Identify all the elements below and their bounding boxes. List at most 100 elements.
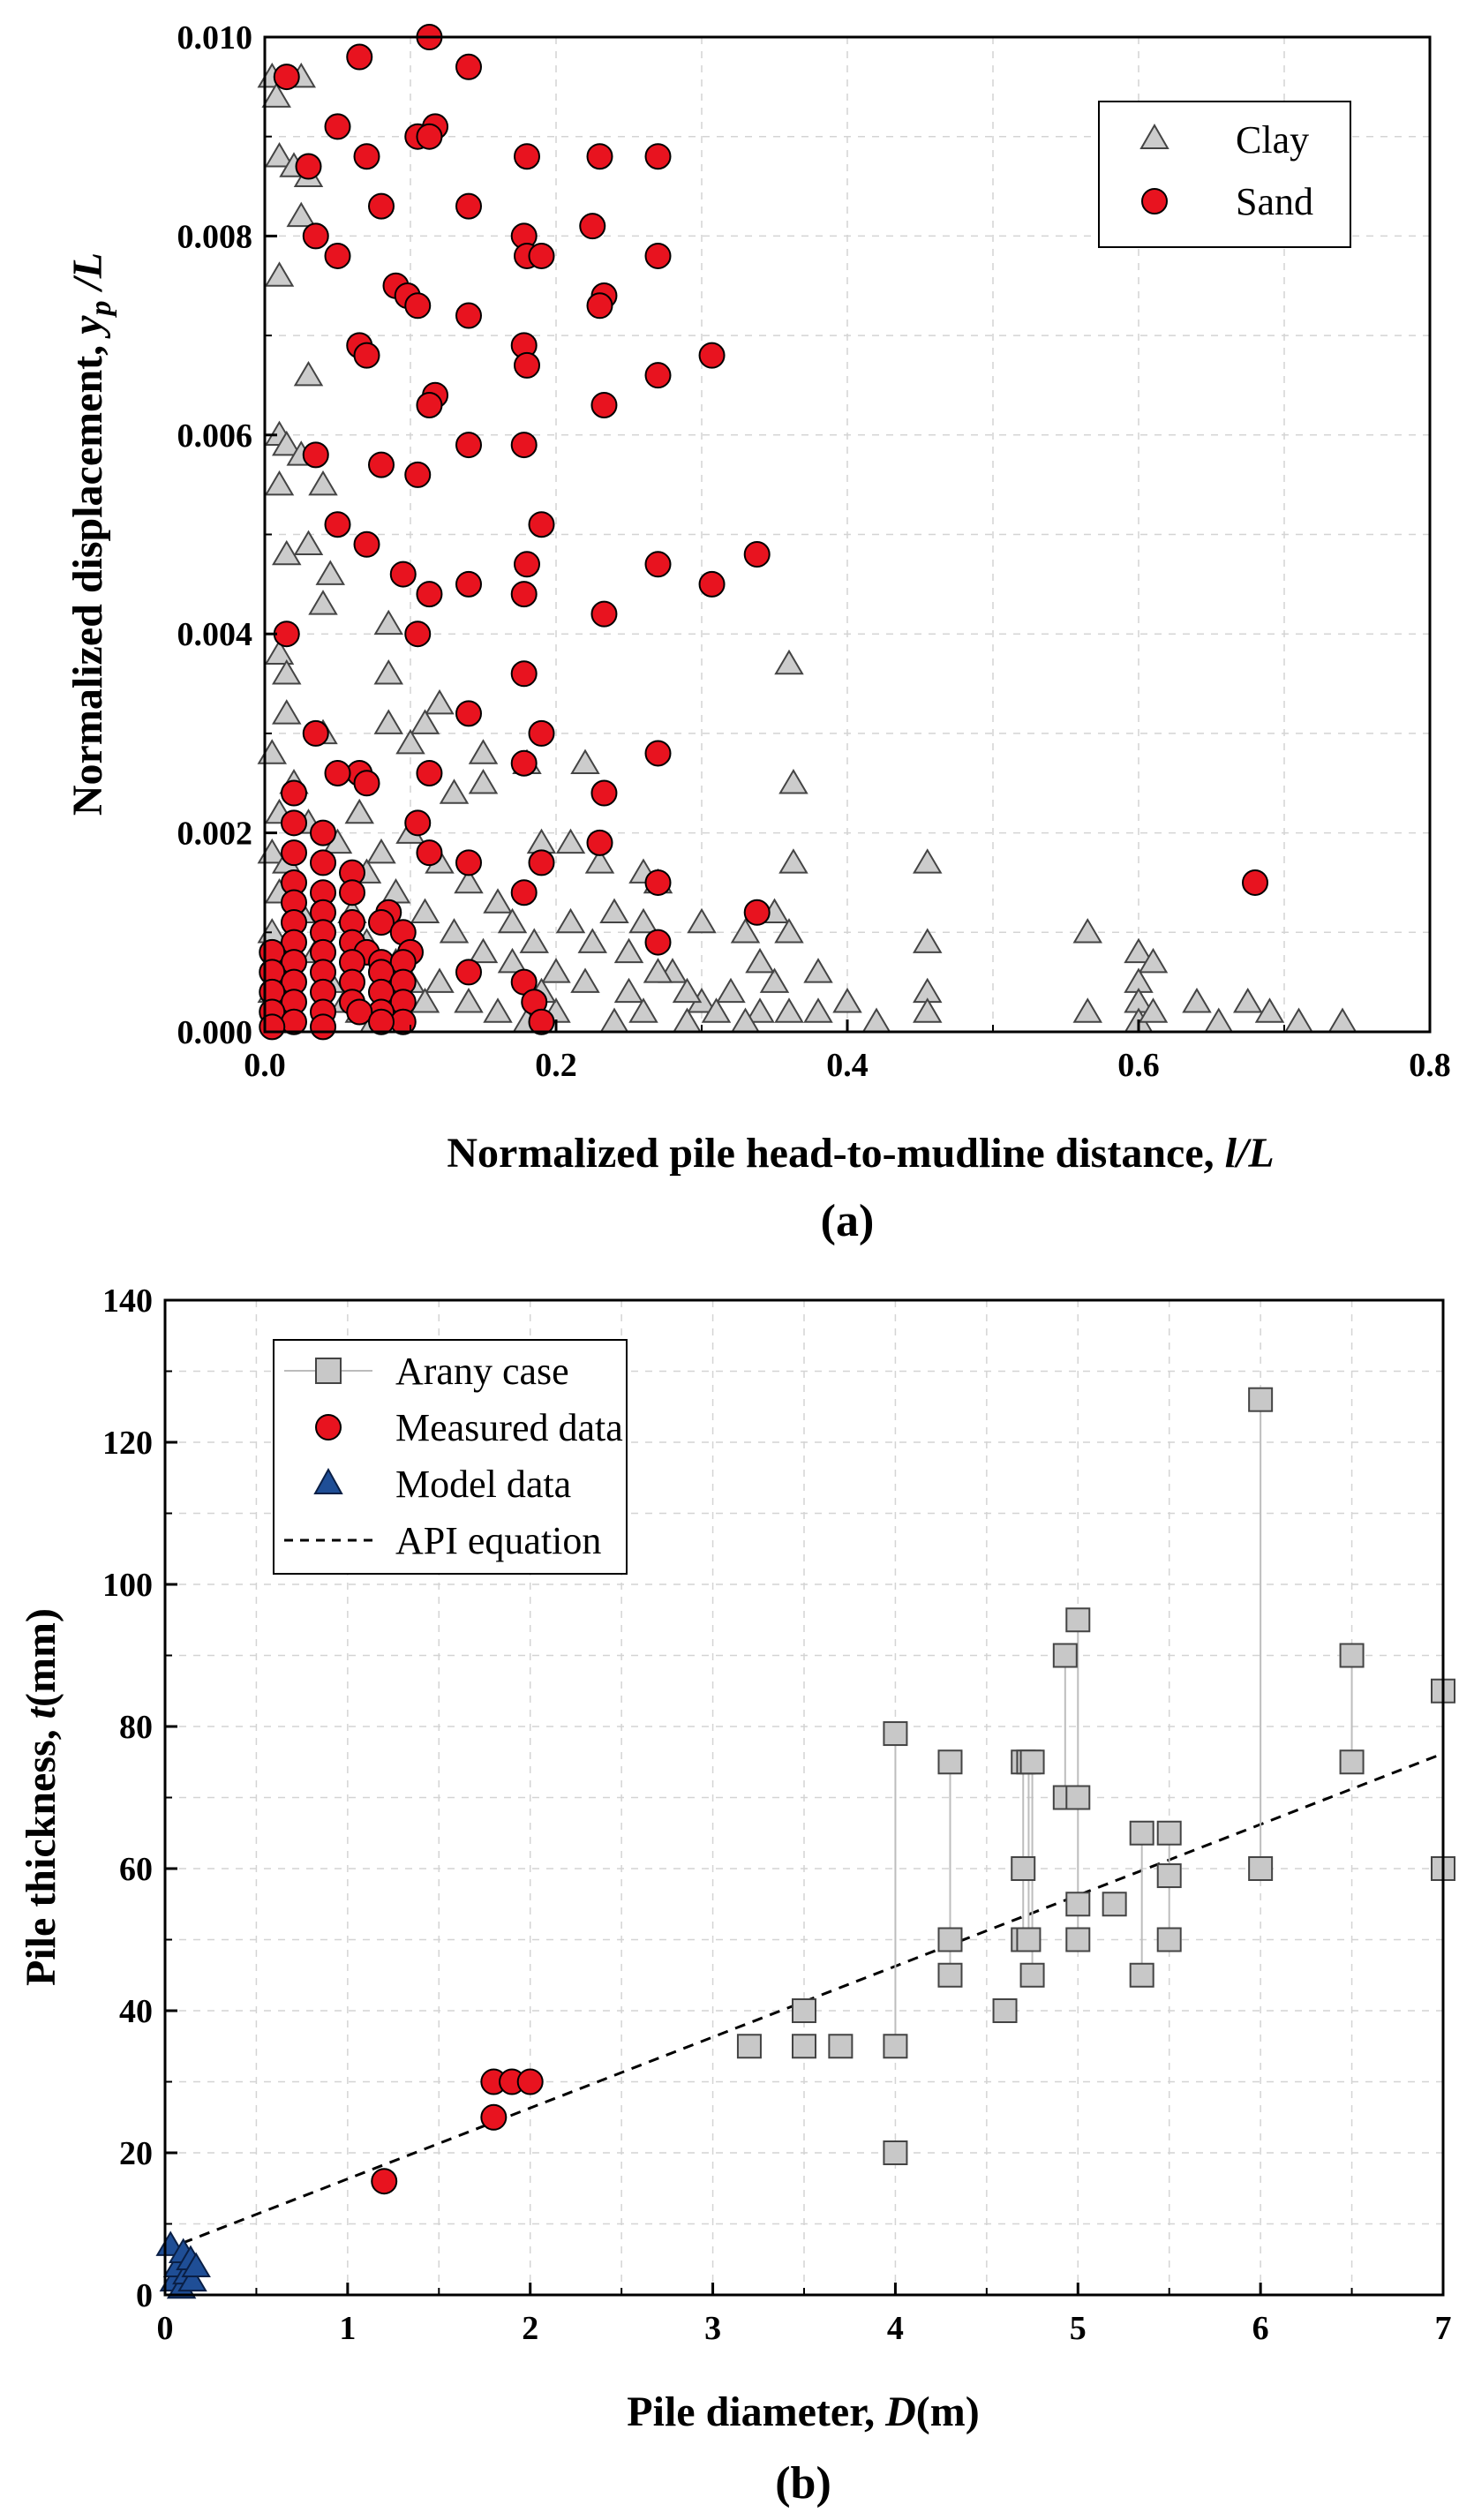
y-tick-label: 40 xyxy=(119,1993,153,2030)
clay-point xyxy=(439,779,470,804)
clay-point xyxy=(425,967,455,993)
sand-point xyxy=(455,302,482,329)
sand-point xyxy=(644,242,672,269)
sand-point xyxy=(310,1013,336,1041)
arany-point xyxy=(1019,1962,1045,1988)
x-tick-label: 0 xyxy=(157,2310,174,2347)
y-tick-label: 60 xyxy=(119,1851,153,1888)
sand-point xyxy=(353,770,380,797)
arany-point xyxy=(1065,1607,1091,1633)
y-tick-label: 0.000 xyxy=(177,1014,253,1051)
arany-point xyxy=(736,2034,762,2059)
sand-point xyxy=(510,581,538,608)
clay-point xyxy=(454,987,484,1013)
clay-point xyxy=(745,997,775,1023)
clay-point xyxy=(366,838,396,864)
clay-point xyxy=(497,907,528,934)
clay-point xyxy=(716,977,746,1004)
arany-point xyxy=(883,2140,908,2165)
sand-point xyxy=(698,570,726,598)
sand-point xyxy=(510,879,538,906)
sand-point xyxy=(324,511,351,538)
legend-api-label: API equation xyxy=(395,1519,601,1562)
clay-point xyxy=(380,877,411,904)
clay-point xyxy=(497,947,528,974)
sand-point xyxy=(455,700,482,727)
sand-point xyxy=(389,560,417,588)
clay-point xyxy=(483,888,513,914)
clay-point xyxy=(774,997,804,1023)
sand-point xyxy=(404,621,432,648)
clay-point xyxy=(1138,997,1169,1023)
sand-point xyxy=(416,581,443,608)
legend-arany-marker xyxy=(315,1358,342,1384)
sand-point xyxy=(590,600,618,628)
arany-point xyxy=(1011,1856,1036,1881)
clay-point xyxy=(272,699,302,725)
panel-b-y-axis-label: Pile thickness, t(mm) xyxy=(18,1608,64,1986)
clay-point xyxy=(913,848,943,874)
measured-point xyxy=(480,2103,508,2131)
sand-point xyxy=(295,153,322,180)
sand-point xyxy=(324,242,351,269)
arany-point xyxy=(828,2034,854,2059)
clay-point xyxy=(410,709,440,734)
sand-point xyxy=(368,192,395,220)
x-tick-label: 0.2 xyxy=(535,1047,577,1084)
clay-point xyxy=(584,848,615,874)
y-tick-label: 140 xyxy=(102,1283,153,1320)
sand-point xyxy=(644,869,672,896)
y-tick-label: 100 xyxy=(102,1567,153,1604)
clay-point xyxy=(439,918,470,944)
clay-point xyxy=(774,918,804,944)
clay-point xyxy=(1254,997,1285,1023)
sand-point xyxy=(404,461,432,488)
panel-b-caption: (b) xyxy=(775,2458,831,2509)
arany-point xyxy=(883,1721,908,1747)
sand-point xyxy=(310,849,336,876)
sand-point xyxy=(416,391,443,418)
clay-point xyxy=(803,997,833,1023)
x-tick-label: 1 xyxy=(339,2310,356,2347)
clay-point xyxy=(745,947,775,974)
arany-point xyxy=(1052,1643,1078,1668)
clay-point xyxy=(613,937,644,964)
panel-a-ticks: 0.0 0.2 0.4 0.6 0.8 0.000 0.002 0.004 0.006 0.008… xyxy=(177,19,1451,1084)
sand-point xyxy=(586,292,613,320)
arany-point xyxy=(937,1927,963,1952)
sand-point xyxy=(310,819,336,846)
sand-point xyxy=(644,362,672,389)
arany-point xyxy=(937,1749,963,1775)
sand-point xyxy=(273,64,300,91)
arany-point xyxy=(1339,1749,1365,1775)
sand-point xyxy=(455,53,482,80)
clay-point xyxy=(264,261,295,287)
panel-a-x-axis-label: Normalized pile head-to-mudline distance… xyxy=(447,1130,1274,1177)
sand-point xyxy=(514,551,540,578)
y-tick-label: 0 xyxy=(136,2277,153,2314)
sand-point xyxy=(586,829,613,856)
x-tick-label: 2 xyxy=(522,2310,538,2347)
y-tick-label: 0.002 xyxy=(177,816,253,853)
clay-point xyxy=(410,898,440,924)
arany-point xyxy=(1129,1820,1154,1846)
clay-point xyxy=(315,560,345,585)
sand-point xyxy=(510,432,538,459)
legend-sand-label: Sand xyxy=(1236,180,1313,223)
clay-point xyxy=(286,201,316,228)
clay-point xyxy=(293,360,324,387)
clay-point xyxy=(913,928,943,953)
clay-point xyxy=(526,828,557,854)
sand-point xyxy=(743,899,771,926)
sand-point xyxy=(528,511,555,538)
y-tick-label: 80 xyxy=(119,1709,153,1746)
sand-point xyxy=(528,719,555,747)
arany-point xyxy=(1248,1387,1274,1412)
sand-point xyxy=(514,143,540,170)
clay-point xyxy=(468,739,499,764)
api-equation-line xyxy=(164,1752,1444,2252)
clay-point xyxy=(373,709,403,734)
clay-point xyxy=(344,798,374,824)
clay-point xyxy=(570,748,600,774)
sand-point xyxy=(590,779,618,807)
